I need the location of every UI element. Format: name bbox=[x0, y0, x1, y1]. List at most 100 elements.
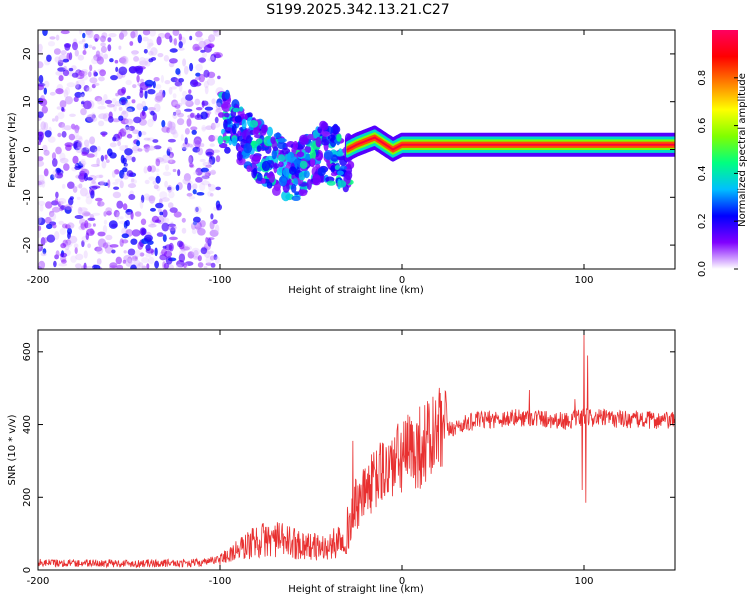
noise-cell bbox=[181, 217, 186, 223]
noise-cell bbox=[133, 116, 142, 124]
noise-cell bbox=[74, 128, 80, 137]
noise-cell bbox=[143, 137, 151, 141]
echo-cell bbox=[231, 123, 237, 135]
x-tick-label: 100 bbox=[574, 576, 593, 587]
noise-cell bbox=[140, 131, 147, 136]
noise-cell bbox=[131, 156, 136, 163]
echo-cell bbox=[304, 145, 312, 154]
echo-cell bbox=[298, 136, 309, 145]
noise-cell bbox=[119, 55, 129, 65]
noise-cell bbox=[177, 118, 185, 126]
noise-cell bbox=[105, 207, 113, 214]
noise-cell bbox=[63, 65, 67, 71]
noise-cell bbox=[190, 112, 196, 118]
noise-cell bbox=[102, 133, 106, 137]
noise-cell bbox=[162, 245, 167, 249]
noise-cell bbox=[167, 223, 176, 227]
noise-cell bbox=[154, 219, 162, 223]
noise-cell bbox=[156, 232, 164, 237]
noise-cell bbox=[143, 144, 150, 150]
noise-cell bbox=[92, 212, 101, 216]
noise-cell bbox=[199, 220, 206, 228]
noise-cell bbox=[154, 247, 158, 257]
noise-cell bbox=[68, 133, 76, 141]
noise-cell bbox=[118, 45, 122, 50]
noise-cell bbox=[90, 190, 95, 199]
noise-cell bbox=[134, 249, 141, 258]
noise-cell bbox=[106, 103, 115, 108]
noise-cell bbox=[91, 185, 101, 189]
noise-cell bbox=[137, 148, 143, 152]
noise-cell bbox=[207, 158, 213, 166]
noise-cell bbox=[144, 179, 150, 185]
noise-cell bbox=[171, 86, 177, 90]
noise-cell bbox=[187, 182, 192, 191]
noise-cell bbox=[52, 169, 58, 179]
noise-cell bbox=[58, 201, 64, 205]
noise-cell bbox=[51, 152, 57, 160]
noise-cell bbox=[120, 98, 126, 105]
echo-cell bbox=[245, 135, 252, 145]
noise-cell bbox=[82, 50, 87, 55]
noise-cell bbox=[168, 190, 175, 199]
noise-cell bbox=[105, 159, 110, 164]
echo-cell bbox=[241, 118, 247, 130]
noise-cell bbox=[197, 228, 206, 236]
noise-cell bbox=[169, 154, 173, 163]
noise-cell bbox=[109, 244, 119, 248]
noise-cell bbox=[126, 170, 134, 177]
noise-cell bbox=[116, 200, 124, 209]
echo-cell bbox=[261, 160, 271, 172]
spectrogram-xlabel: Height of straight line (km) bbox=[288, 285, 424, 296]
noise-cell bbox=[208, 34, 216, 43]
noise-cell bbox=[102, 224, 108, 234]
noise-cell bbox=[42, 30, 48, 36]
noise-cell bbox=[215, 186, 221, 191]
noise-cell bbox=[66, 82, 76, 88]
noise-cell bbox=[159, 89, 164, 94]
echo-cell bbox=[273, 132, 282, 139]
noise-cell bbox=[70, 123, 76, 130]
noise-cell bbox=[215, 155, 221, 163]
noise-cell bbox=[80, 91, 85, 98]
echo-cell bbox=[277, 154, 286, 162]
noise-cell bbox=[38, 200, 46, 206]
noise-cell bbox=[58, 262, 68, 267]
noise-cell bbox=[97, 199, 101, 207]
noise-cell bbox=[124, 118, 134, 126]
noise-cell bbox=[214, 256, 220, 264]
noise-cell bbox=[54, 231, 60, 240]
noise-cell bbox=[39, 98, 48, 107]
noise-cell bbox=[207, 183, 212, 187]
noise-cell bbox=[140, 194, 145, 203]
noise-cell bbox=[59, 227, 66, 235]
noise-cell bbox=[56, 106, 62, 110]
noise-cell bbox=[165, 256, 173, 265]
echo-cell bbox=[337, 170, 344, 176]
noise-cell bbox=[148, 42, 154, 46]
noise-cell bbox=[63, 125, 72, 131]
noise-cell bbox=[166, 148, 171, 157]
noise-cell bbox=[54, 56, 61, 63]
noise-cell bbox=[102, 242, 109, 249]
noise-cell bbox=[108, 33, 117, 38]
noise-cell bbox=[108, 111, 113, 119]
noise-cell bbox=[58, 122, 66, 128]
noise-cell bbox=[177, 112, 185, 118]
noise-cell bbox=[87, 30, 94, 33]
noise-cell bbox=[137, 34, 142, 44]
colorbar: 0.0 0.2 0.4 0.6 0.8 Normalized spectral ampl… bbox=[697, 30, 748, 277]
noise-cell bbox=[92, 223, 96, 227]
noise-cell bbox=[97, 201, 105, 207]
noise-cell bbox=[104, 99, 113, 104]
noise-cell bbox=[138, 262, 144, 267]
noise-cell bbox=[167, 202, 174, 209]
noise-cell bbox=[143, 146, 151, 152]
colorbar-tick-label: 0.0 bbox=[697, 261, 708, 277]
echo-cell bbox=[281, 147, 291, 155]
y-tick-label: -20 bbox=[22, 237, 33, 253]
noise-cell bbox=[64, 96, 73, 105]
noise-cell bbox=[209, 143, 215, 147]
noise-cell bbox=[195, 107, 203, 111]
